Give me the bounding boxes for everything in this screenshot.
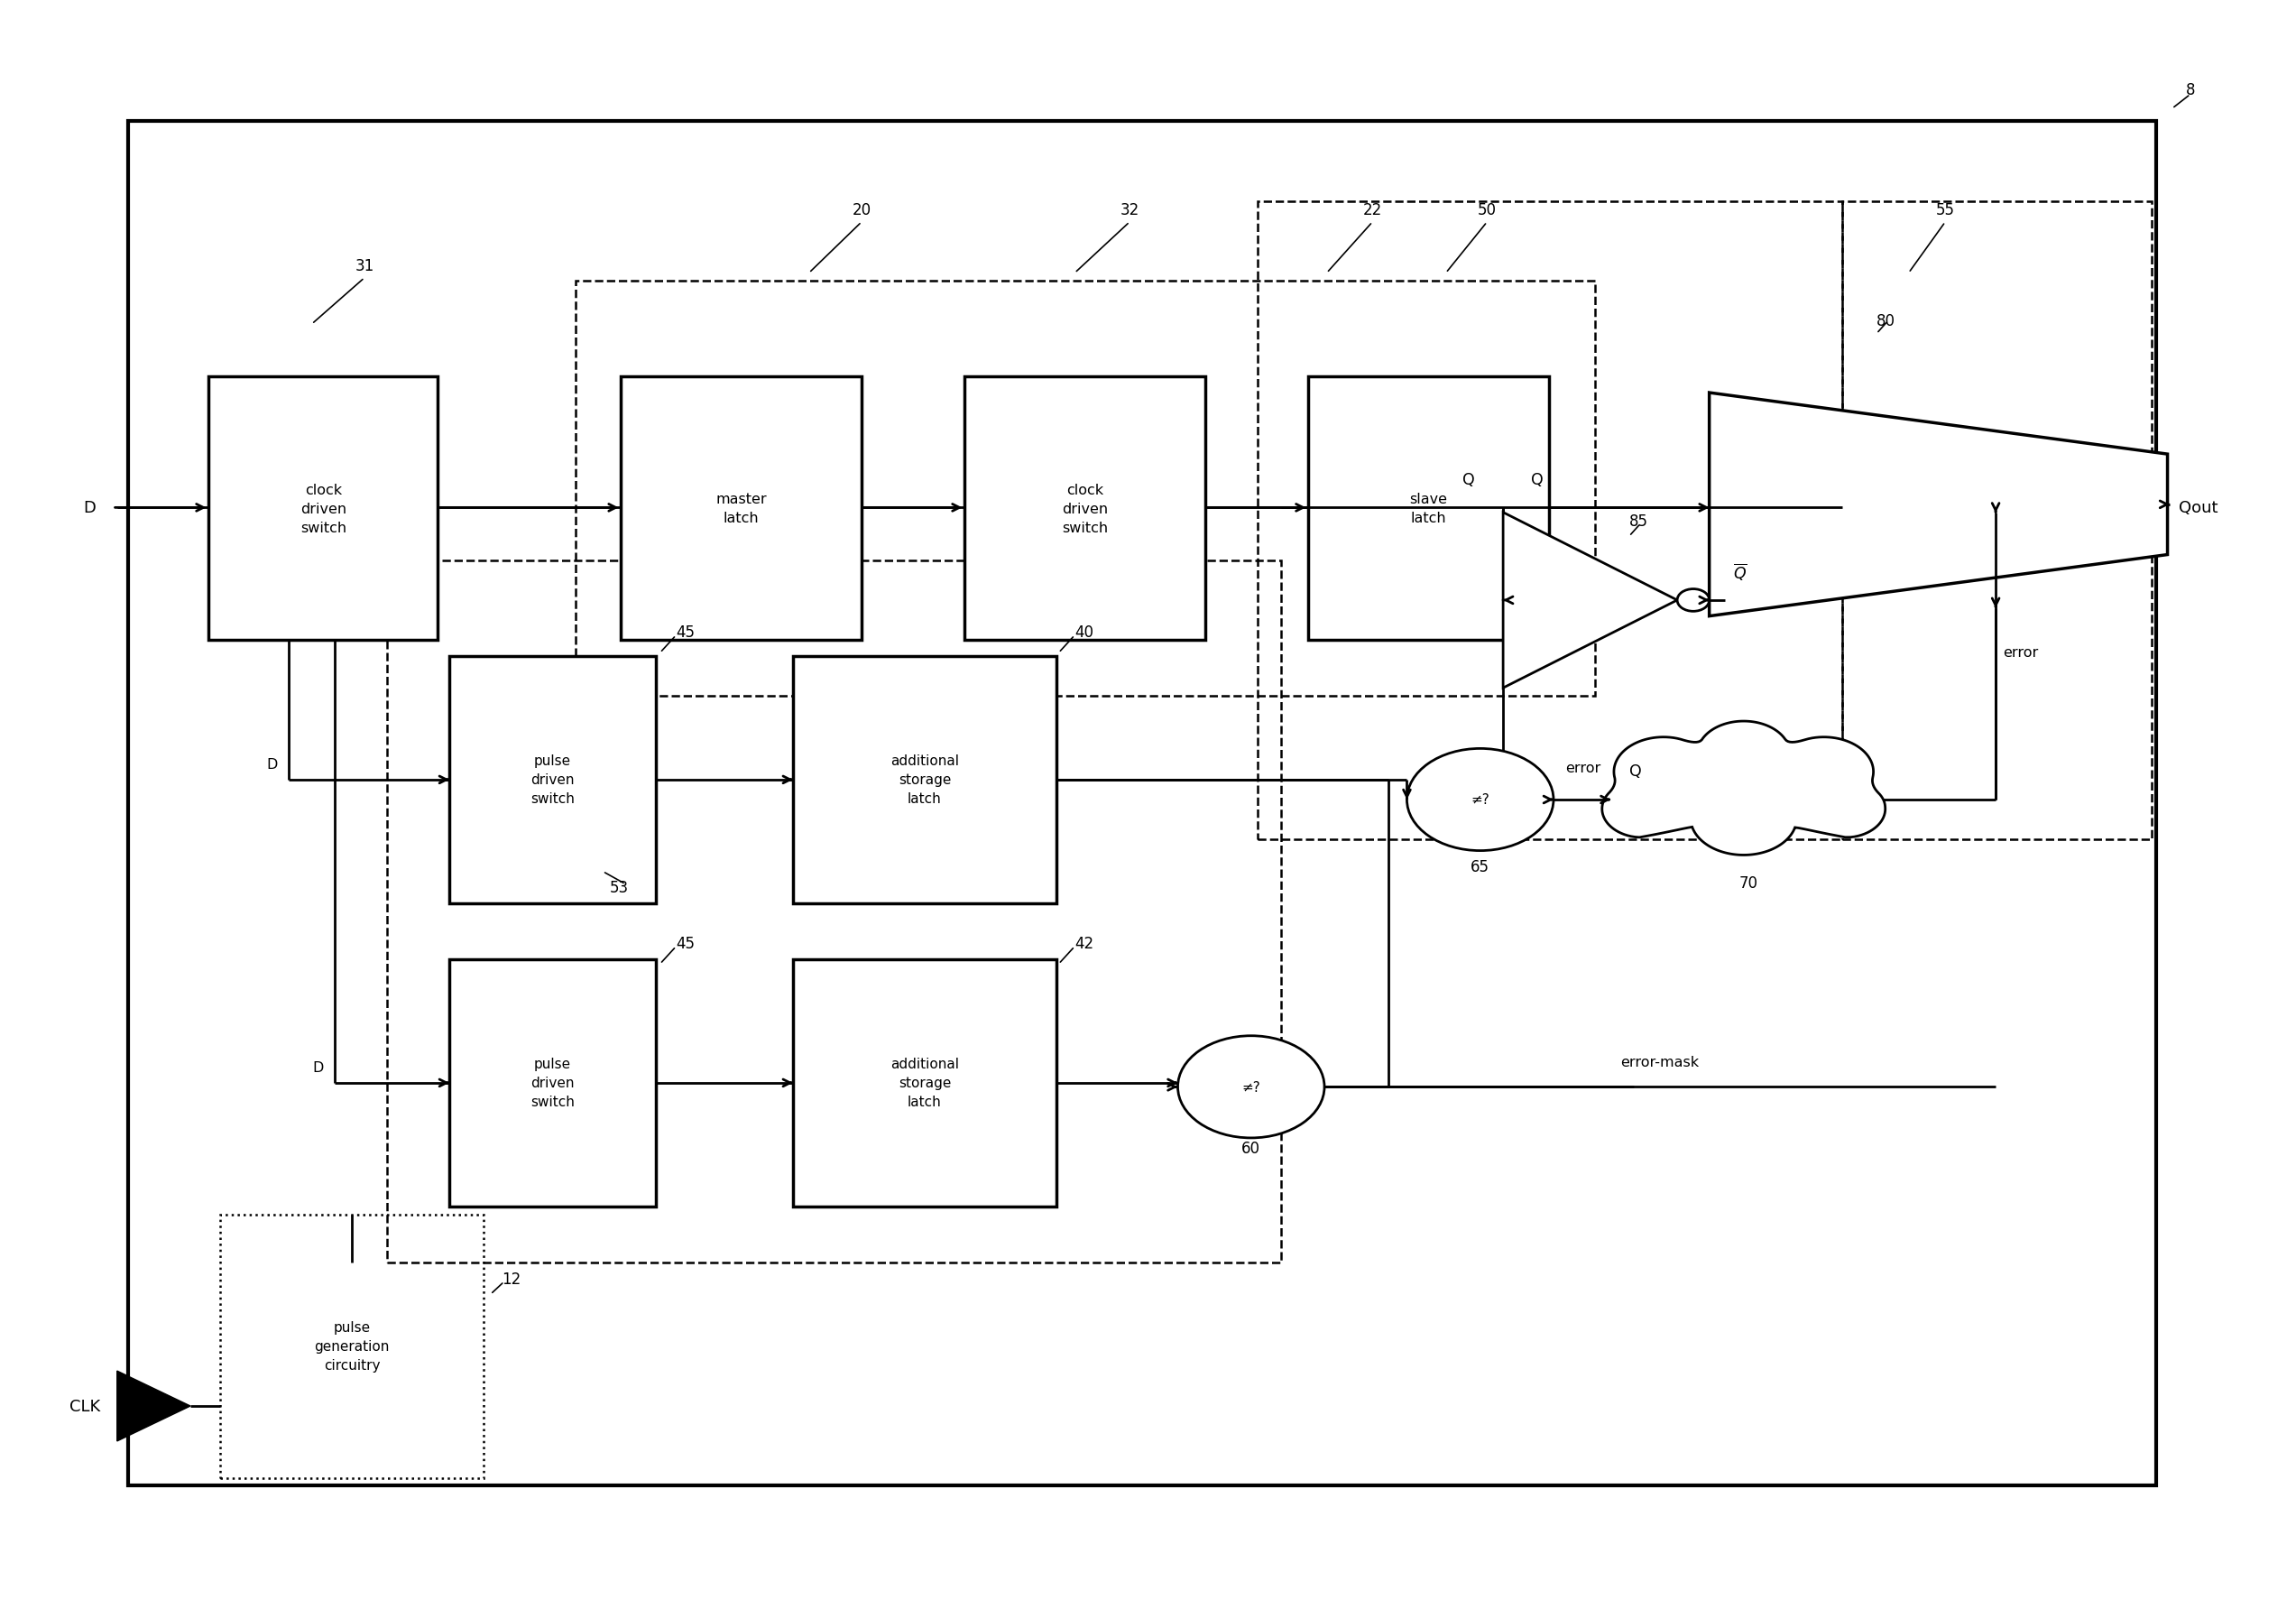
Text: 85: 85: [1628, 512, 1649, 530]
Text: 20: 20: [852, 202, 870, 218]
Text: clock
driven
switch: clock driven switch: [1063, 483, 1109, 534]
Text: 45: 45: [675, 624, 696, 640]
FancyBboxPatch shape: [450, 656, 654, 904]
Text: 70: 70: [1738, 875, 1759, 891]
Text: D: D: [312, 1061, 324, 1074]
Text: pulse
driven
switch: pulse driven switch: [530, 754, 574, 806]
Text: Q: Q: [1463, 472, 1474, 488]
Circle shape: [1800, 779, 1885, 838]
Text: additional
storage
latch: additional storage latch: [891, 754, 960, 806]
Text: 80: 80: [1876, 314, 1894, 330]
FancyBboxPatch shape: [1309, 378, 1550, 640]
Text: 60: 60: [1242, 1139, 1261, 1155]
FancyBboxPatch shape: [622, 378, 861, 640]
Text: ≠?: ≠?: [1242, 1080, 1261, 1094]
Circle shape: [1603, 779, 1688, 838]
Circle shape: [1676, 589, 1708, 611]
Polygon shape: [1504, 514, 1676, 688]
Text: 55: 55: [1936, 202, 1954, 218]
Text: 42: 42: [1075, 936, 1093, 952]
Text: 12: 12: [503, 1270, 521, 1286]
Text: CLK: CLK: [69, 1398, 101, 1414]
Text: D: D: [266, 757, 278, 771]
Text: error: error: [2002, 646, 2039, 659]
Circle shape: [1178, 1037, 1325, 1138]
Text: clock
driven
switch: clock driven switch: [301, 483, 347, 534]
Text: 45: 45: [675, 936, 696, 952]
Text: 40: 40: [1075, 624, 1093, 640]
FancyBboxPatch shape: [129, 122, 2156, 1486]
Circle shape: [1614, 738, 1715, 808]
Text: D: D: [83, 499, 96, 517]
FancyBboxPatch shape: [792, 960, 1056, 1206]
Text: pulse
generation
circuitry: pulse generation circuitry: [315, 1320, 390, 1371]
Text: Q: Q: [1630, 763, 1642, 779]
Text: Qout: Qout: [2179, 499, 2218, 517]
Text: pulse
driven
switch: pulse driven switch: [530, 1058, 574, 1109]
Text: 65: 65: [1472, 859, 1490, 875]
Text: master
latch: master latch: [716, 493, 767, 525]
FancyBboxPatch shape: [450, 960, 654, 1206]
Text: error-mask: error-mask: [1621, 1054, 1699, 1069]
Text: 32: 32: [1120, 202, 1139, 218]
Text: ≠?: ≠?: [1472, 794, 1490, 806]
Text: slave
latch: slave latch: [1410, 493, 1446, 525]
Text: 53: 53: [611, 880, 629, 896]
Circle shape: [1773, 738, 1874, 808]
FancyBboxPatch shape: [792, 656, 1056, 904]
FancyBboxPatch shape: [209, 378, 439, 640]
Text: 22: 22: [1364, 202, 1382, 218]
Text: additional
storage
latch: additional storage latch: [891, 1058, 960, 1109]
Circle shape: [1407, 749, 1554, 851]
Circle shape: [1697, 722, 1791, 786]
Text: Q: Q: [1531, 472, 1543, 488]
Text: 50: 50: [1479, 202, 1497, 218]
Text: error: error: [1566, 762, 1600, 774]
Text: 31: 31: [356, 258, 374, 274]
Polygon shape: [117, 1371, 191, 1442]
Polygon shape: [1603, 722, 1885, 856]
Text: 8: 8: [2186, 82, 2195, 98]
Circle shape: [1690, 781, 1798, 856]
Text: $\overline{Q}$: $\overline{Q}$: [1733, 562, 1747, 582]
Polygon shape: [1708, 394, 2167, 616]
FancyBboxPatch shape: [964, 378, 1205, 640]
